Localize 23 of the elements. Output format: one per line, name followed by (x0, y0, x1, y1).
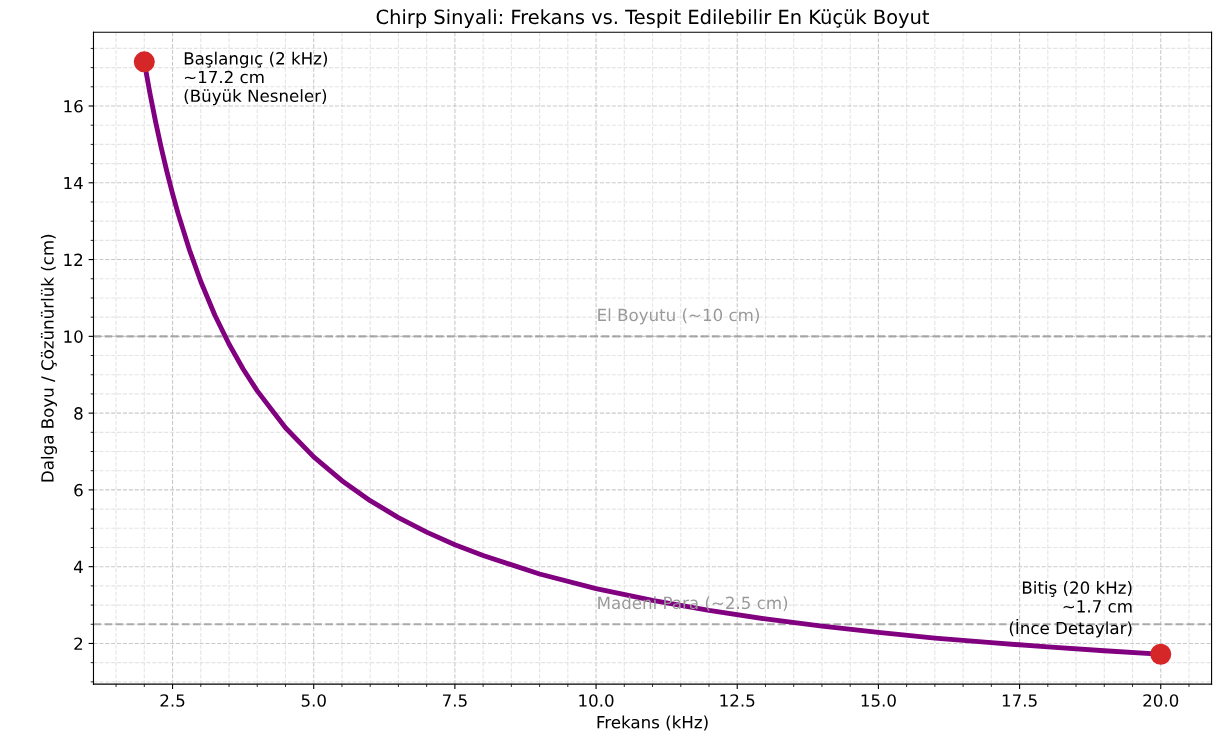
y-tick-label: 12 (64, 253, 83, 266)
y-tick-label: 10 (64, 330, 83, 343)
ref-line-label: Madeni Para (~2.5 cm) (598, 596, 788, 612)
y-tick-label: 4 (73, 560, 83, 574)
x-tick-label: 15.0 (861, 694, 896, 707)
y-tick-label: 16 (64, 99, 83, 113)
y-axis-title: Dalga Boyu / Çözünürlük (cm) (40, 234, 57, 482)
x-tick-label: 10.0 (579, 694, 614, 707)
y-tick-label: 2 (74, 637, 83, 650)
x-tick-label: 5.0 (301, 694, 326, 707)
x-axis-title: Frekans (kHz) (597, 715, 708, 731)
y-tick-label: 8 (74, 407, 83, 420)
x-tick-label: 7.5 (443, 694, 467, 707)
annotation: Bitiş (20 kHz) ~1.7 cm (İnce Detaylar) (1009, 581, 1132, 638)
x-tick-label: 20.0 (1143, 694, 1179, 707)
y-tick-label: 6 (74, 483, 83, 497)
y-tick-label: 14 (64, 176, 83, 190)
x-tick-label: 2.5 (160, 694, 185, 707)
annotation: Başlangıç (2 kHz) ~17.2 cm (Büyük Nesneler) (184, 51, 327, 106)
chart-title: Chirp Sinyali: Frekans vs. Tespit Edilebilir En Küçük Boyut (376, 9, 930, 28)
x-tick-label: 12.5 (720, 694, 755, 707)
ref-line-label: El Boyutu (~10 cm) (598, 308, 759, 325)
x-tick-label: 17.5 (1002, 694, 1037, 707)
